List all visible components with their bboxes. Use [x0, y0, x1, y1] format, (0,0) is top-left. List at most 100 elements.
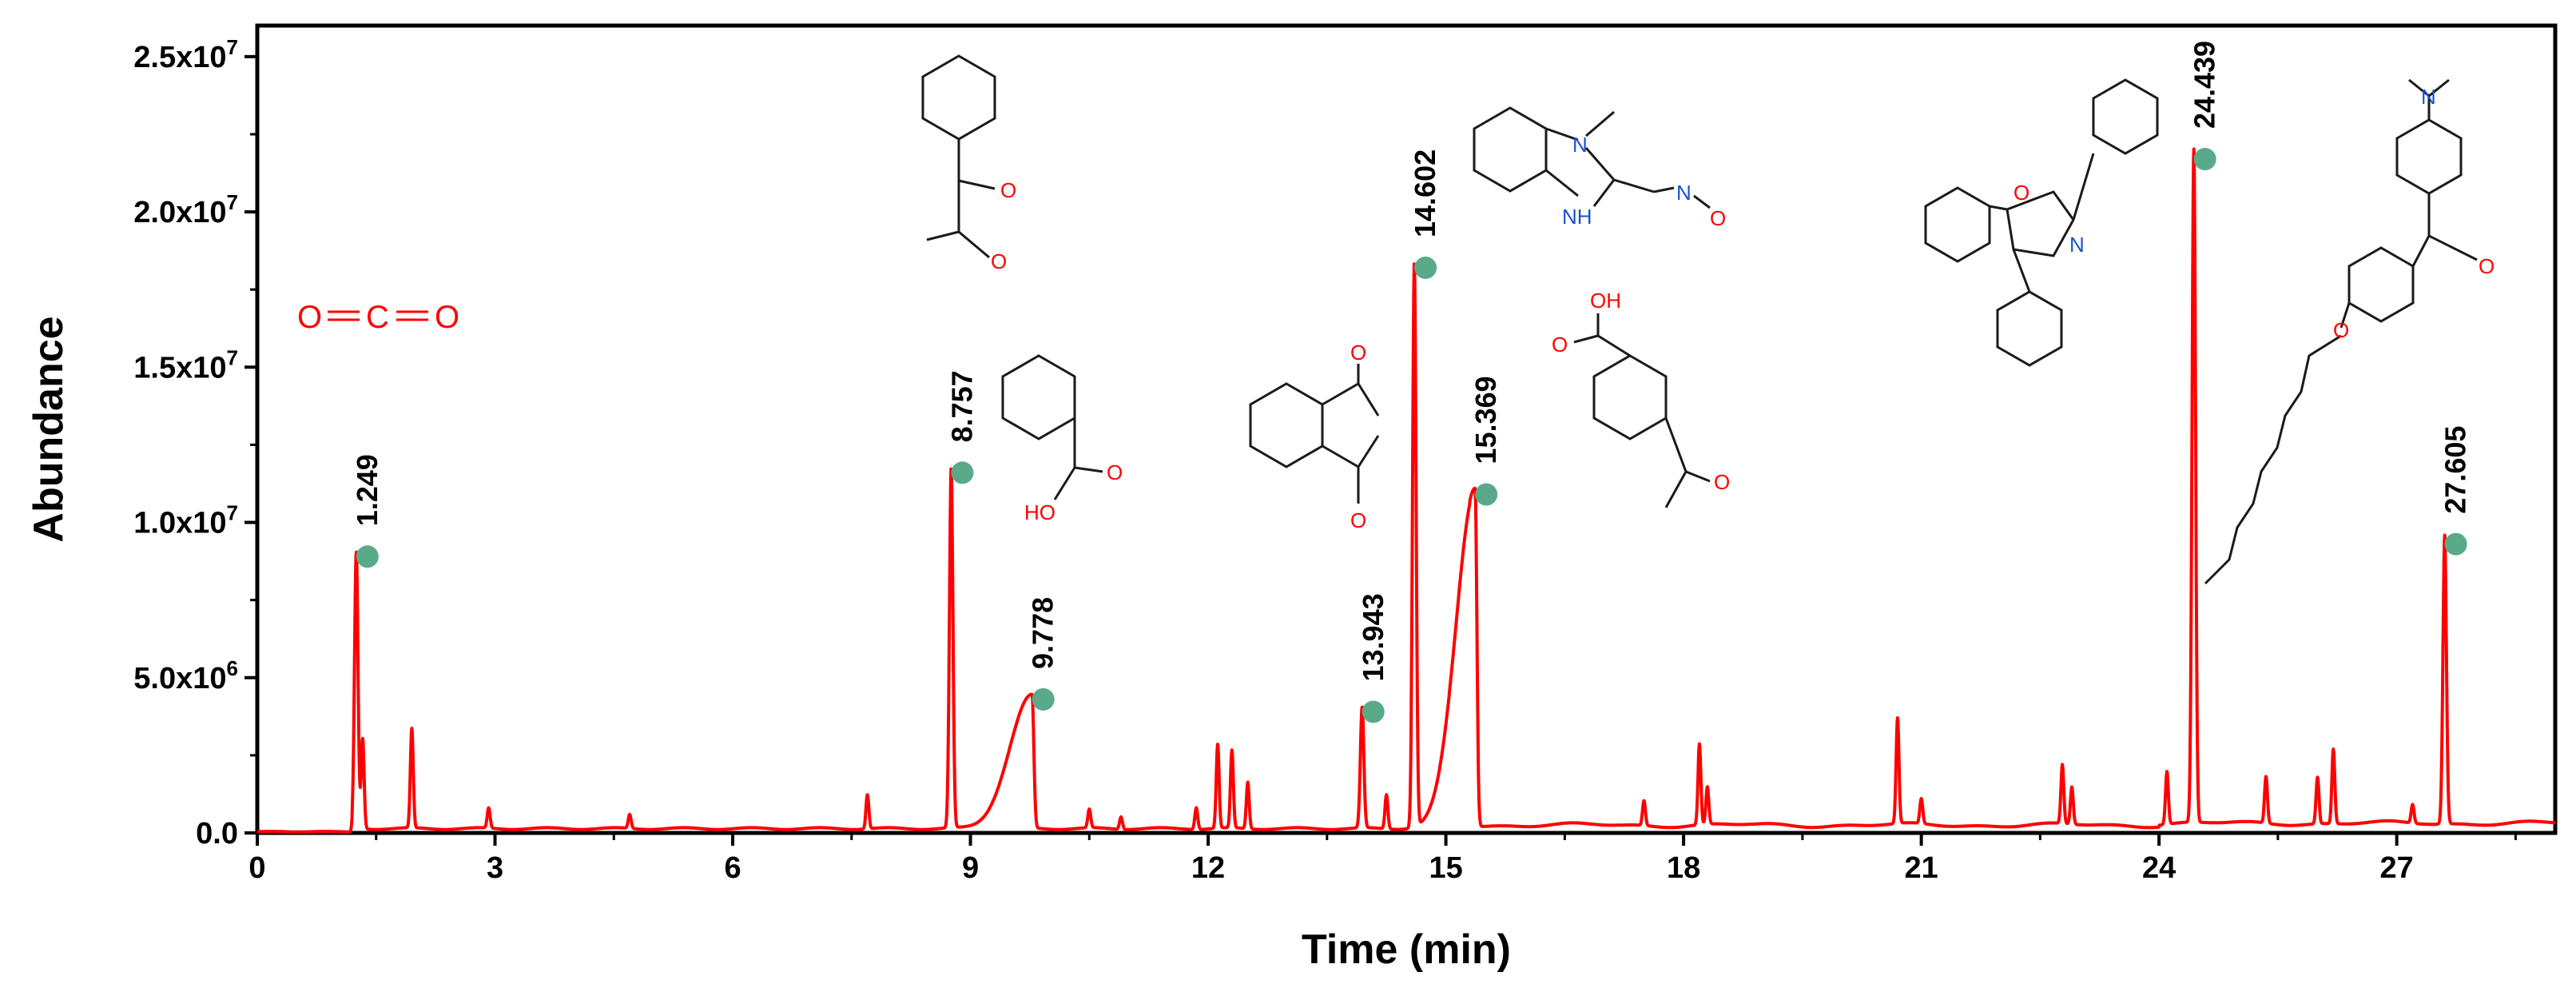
- oxygen-label: O: [2479, 254, 2495, 278]
- nitrogen-label: N: [2069, 233, 2085, 257]
- co2-oxygen-right: O: [435, 300, 459, 335]
- oxygen-label: O: [1710, 206, 1726, 230]
- oxygen-label: O: [1552, 333, 1568, 357]
- peak-marker: [2193, 148, 2216, 171]
- double-bond: [1613, 178, 1655, 193]
- bond: [2411, 235, 2431, 267]
- nitrogen-h-label: NH: [1562, 205, 1592, 229]
- methyl-bond: [2428, 78, 2450, 98]
- oxygen-label: O: [2013, 181, 2029, 205]
- bond: [2072, 153, 2095, 221]
- bond: [1597, 334, 1631, 357]
- carbonyl-bond: [958, 230, 990, 259]
- bond: [1322, 444, 1359, 468]
- carbonyl-bond: [958, 179, 996, 190]
- methyl-bond: [1664, 471, 1688, 508]
- peak-marker: [1362, 700, 1385, 723]
- plot-area: 0 3 6 9 12 15 18 21 24 27 0.0 5.0x106 1.0x107 1.5x107…: [26, 23, 2558, 973]
- methyl-bond: [1357, 383, 1380, 416]
- oxygen-label: O: [2333, 318, 2349, 342]
- peak-marker: [1475, 483, 1498, 506]
- benzene-ring: [1001, 354, 1076, 440]
- benzophenone-structure: N O O: [2204, 78, 2495, 585]
- y-tick-label: 0.0: [196, 817, 238, 851]
- peak-label: 27.605: [2439, 426, 2472, 514]
- methyl-bond: [1357, 435, 1380, 468]
- bond: [1584, 147, 1616, 181]
- carbonyl-bond: [2428, 234, 2478, 261]
- phenyl-ring: [2395, 118, 2463, 195]
- x-tick-label: 18: [1667, 851, 1700, 885]
- peak-label: 15.369: [1469, 376, 1502, 464]
- y-tick-label: 1.0x107: [133, 501, 238, 540]
- y-tick-label: 1.5x107: [133, 345, 238, 384]
- bond: [1653, 186, 1675, 193]
- methyl-bond: [1585, 110, 1615, 137]
- x-tick-label: 24: [2142, 851, 2176, 885]
- phenyl-ring: [2092, 78, 2159, 155]
- phenyl-ring: [1996, 290, 2063, 367]
- methyl-bond: [926, 230, 960, 241]
- chromatogram-trace: [256, 147, 2557, 834]
- bond: [1322, 382, 1359, 406]
- benzoic-acid-structure: O HO: [1001, 354, 1123, 524]
- oxygen-label: O: [991, 249, 1007, 273]
- triphenyloxazole-structure: O N: [1924, 78, 2159, 367]
- phenyl-ring: [1924, 186, 1991, 263]
- peak-label: 8.757: [945, 370, 978, 442]
- y-tick-label: 2.5x107: [133, 35, 238, 74]
- peak-marker: [1032, 687, 1055, 711]
- hydroxyl-label: HO: [1024, 500, 1055, 524]
- methyl-bond: [2408, 78, 2430, 98]
- plot-frame: [255, 23, 2558, 835]
- nitrogen-label: N: [1572, 133, 1588, 157]
- peak-label: 9.778: [1027, 597, 1059, 669]
- bond: [1592, 179, 1616, 207]
- bond: [1693, 194, 1711, 209]
- peak-label: 24.439: [2188, 41, 2221, 129]
- bond: [2012, 249, 2031, 293]
- benzimidazole-structure: N NH N O: [1473, 106, 1726, 230]
- peak-label: 1.249: [351, 454, 384, 526]
- oxygen-label: O: [1000, 178, 1016, 202]
- oxygen-label: O: [1714, 470, 1730, 494]
- acetylbenzoic-acid-structure: OH O O: [1552, 289, 1730, 508]
- x-axis-title: Time (min): [1302, 926, 1511, 973]
- x-tick-label: 6: [724, 851, 741, 885]
- nitrogen-label: N: [1676, 181, 1691, 205]
- diacetylbenzene-structure: O O: [1249, 341, 1380, 532]
- x-tick-label: 21: [1904, 851, 1938, 885]
- co2-structure: O C O: [297, 300, 459, 335]
- benzene-ring: [921, 54, 996, 141]
- octyl-chain: [2204, 334, 2342, 585]
- bond: [1545, 169, 1579, 197]
- y-tick-label: 5.0x106: [133, 656, 238, 695]
- phenylpropanedione-structure: O O: [921, 54, 1016, 273]
- peak-marker: [356, 545, 379, 568]
- y-axis-title: Abundance: [26, 316, 72, 542]
- benzene-ring: [1592, 354, 1668, 440]
- x-tick-label: 15: [1429, 851, 1462, 885]
- co2-oxygen-left: O: [297, 300, 322, 335]
- x-tick-label: 12: [1191, 851, 1225, 885]
- bond: [1989, 205, 2008, 211]
- phenyl-ring: [2347, 246, 2415, 323]
- x-tick-label: 3: [487, 851, 503, 885]
- x-tick-label: 9: [962, 851, 979, 885]
- nitrogen-label: N: [2421, 85, 2436, 109]
- peak-marker: [951, 461, 974, 484]
- bond: [1664, 417, 1688, 472]
- peak-marker: [1414, 257, 1437, 279]
- ether-bond: [2339, 302, 2351, 329]
- carbonyl-bond: [1573, 334, 1599, 344]
- peak-label: 14.602: [1409, 149, 1441, 237]
- hydroxyl-bond: [1053, 467, 1076, 500]
- oxazole-ring: [2006, 190, 2075, 257]
- structure-annotations: O C O O O O HO: [297, 54, 2495, 585]
- carbonyl-bond: [1685, 470, 1711, 483]
- oxygen-label: O: [1107, 460, 1123, 484]
- peak-marker: [2444, 532, 2467, 556]
- carbonyl-bond: [1074, 466, 1103, 473]
- benzene-ring: [1473, 106, 1548, 193]
